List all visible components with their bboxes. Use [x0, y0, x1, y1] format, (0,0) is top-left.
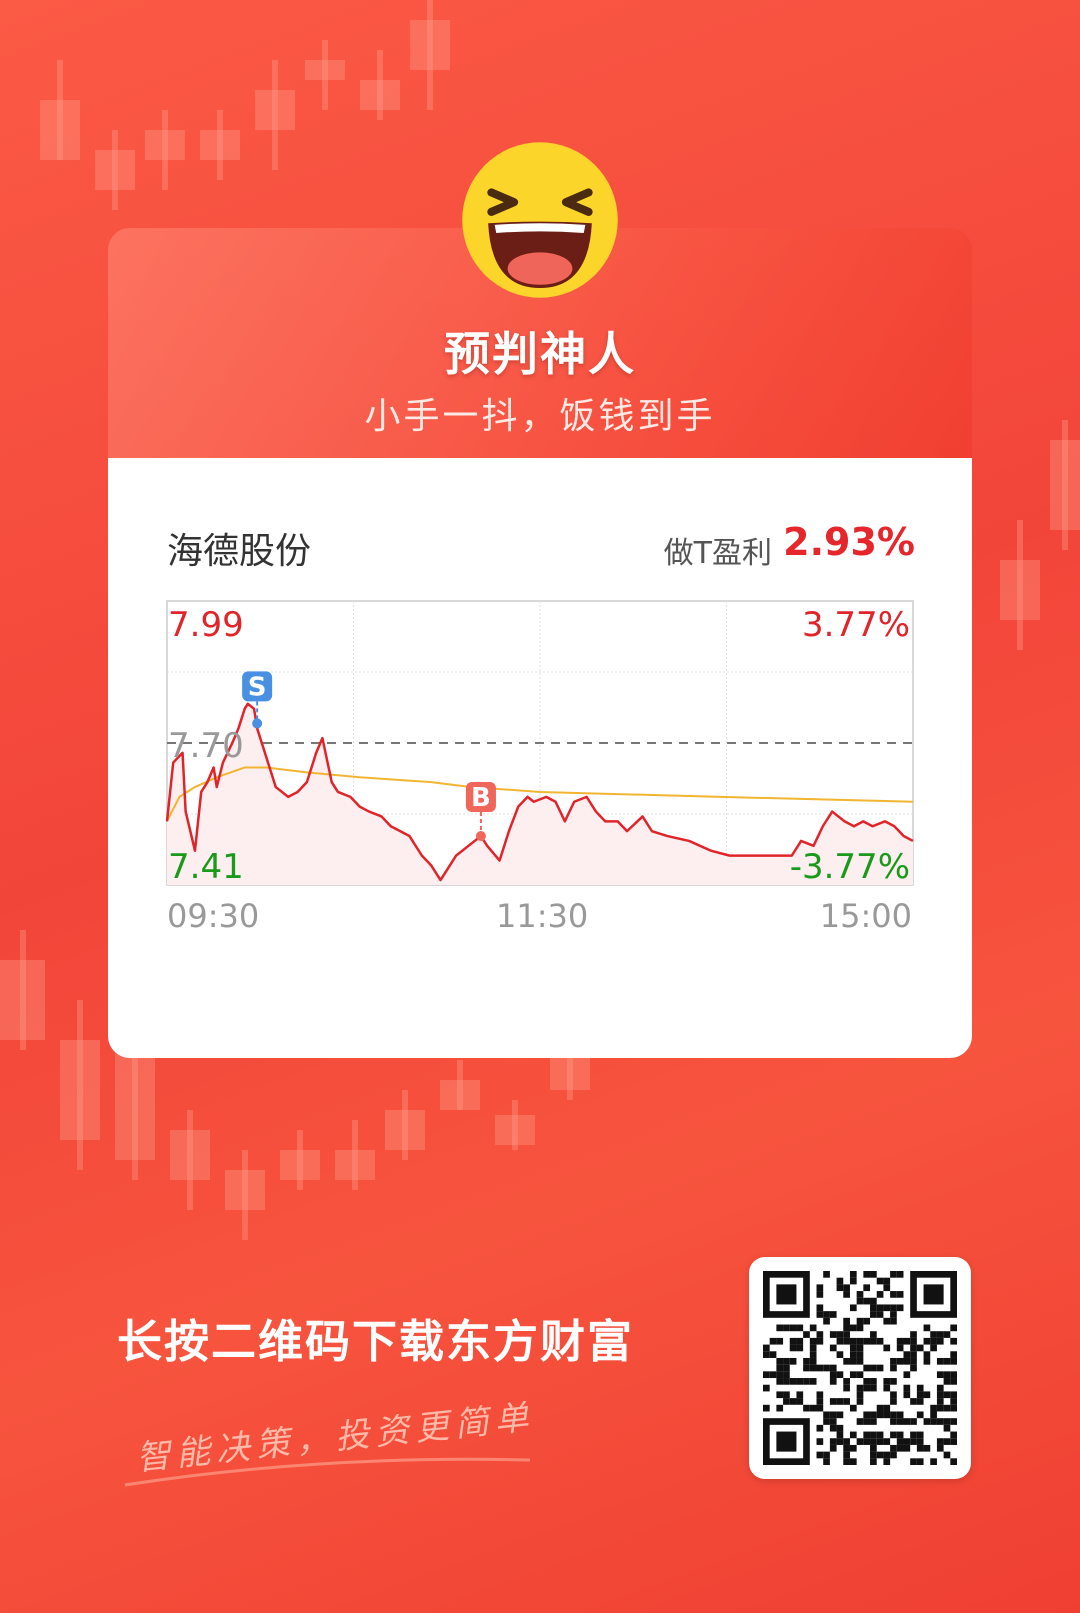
intraday-chart: 7.99 7.70 7.41 3.77% -3.77% S B: [166, 600, 914, 886]
download-qr-code[interactable]: [749, 1257, 971, 1479]
candle-wick: [402, 1090, 408, 1160]
candle-body: [335, 1150, 375, 1180]
qr-code-icon: [763, 1271, 957, 1465]
candle-wick: [512, 1100, 518, 1150]
average-price-line: [166, 766, 914, 822]
candle-body: [170, 1130, 210, 1180]
candle-wick: [427, 0, 433, 110]
stock-name: 海德股份: [167, 531, 312, 572]
y-label-high: 7.99: [168, 605, 244, 645]
marker-badge-S: [242, 671, 273, 702]
candle-body: [60, 1040, 100, 1140]
marker-point: [475, 831, 486, 842]
x-tick-label: 15:00: [819, 897, 912, 935]
candle-body: [225, 1170, 265, 1210]
candle-body: [95, 150, 135, 190]
y-label-pct-high: 3.77%: [802, 605, 910, 645]
candle-wick: [162, 110, 168, 190]
candle-body: [1000, 560, 1040, 620]
candle-wick: [187, 1110, 193, 1210]
candle-wick: [567, 1020, 573, 1100]
marker-label: S: [248, 672, 267, 702]
candle-wick: [242, 1150, 248, 1240]
candle-wick: [352, 1120, 358, 1190]
candle-body: [305, 60, 345, 80]
candle-body: [145, 130, 185, 160]
candle-wick: [297, 1130, 303, 1190]
marker-point: [252, 718, 263, 729]
marker-badge-B: [465, 782, 496, 813]
y-label-low: 7.41: [168, 847, 244, 886]
candle-body: [0, 960, 45, 1040]
candle-wick: [19, 930, 26, 1050]
x-tick-label: 11:30: [496, 897, 589, 935]
swoosh-decoration: [124, 1457, 531, 1487]
y-label-prev-close: 7.70: [168, 726, 244, 766]
candle-body: [495, 1115, 535, 1145]
candle-body: [200, 130, 240, 160]
candle-wick: [57, 60, 63, 160]
candle-wick: [322, 40, 328, 110]
candle-body: [360, 80, 400, 110]
candle-wick: [132, 1030, 138, 1180]
candle-wick: [457, 1060, 463, 1110]
price-line: [166, 702, 914, 882]
y-label-pct-low: -3.77%: [790, 847, 910, 886]
profit-value: 2.93%: [783, 520, 915, 564]
candle-wick: [272, 60, 278, 170]
profit-label: 做T盈利: [663, 536, 772, 571]
candle-body: [440, 1080, 480, 1110]
download-cta: 长按二维码下载东方财富: [117, 1315, 635, 1368]
x-tick-label: 09:30: [167, 897, 260, 935]
candle-wick: [1062, 420, 1068, 550]
marker-label: B: [471, 783, 491, 813]
candle-wick: [1017, 520, 1023, 650]
candle-body: [385, 1110, 425, 1150]
candle-wick: [217, 110, 223, 180]
candle-wick: [77, 1000, 83, 1170]
candle-body: [40, 100, 80, 160]
candle-wick: [112, 130, 118, 210]
laughing-emoji-icon: [462, 142, 618, 298]
candle-body: [255, 90, 295, 130]
candle-body: [280, 1150, 320, 1180]
candle-body: [1050, 440, 1080, 530]
card-title: 预判神人: [444, 327, 636, 381]
candle-wick: [377, 50, 383, 120]
candle-body: [410, 20, 450, 70]
candle-body: [115, 1050, 155, 1160]
price-area: [167, 703, 913, 885]
card-subtitle: 小手一抖，饭钱到手: [364, 396, 716, 437]
